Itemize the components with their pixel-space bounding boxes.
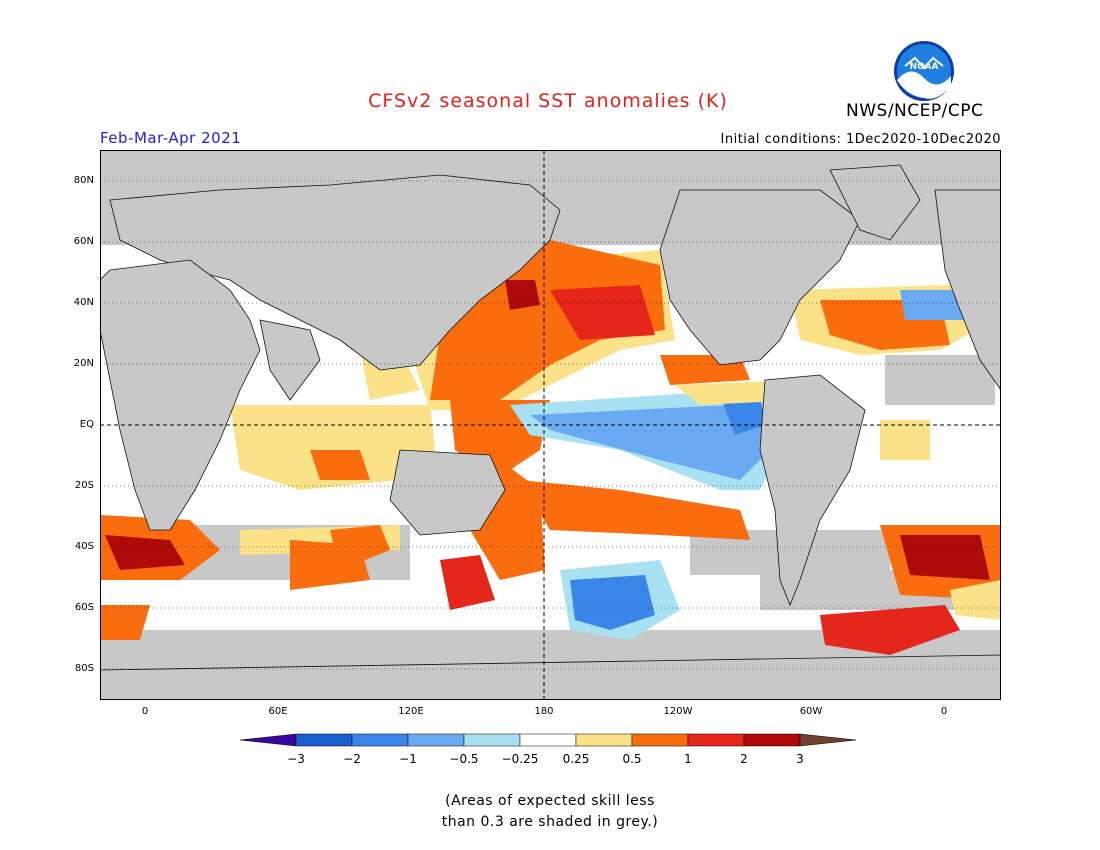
lat-label-60n: 60N [73, 236, 94, 247]
sst-anomaly-map [100, 150, 1001, 700]
colorbar [239, 733, 857, 747]
organization-label: NWS/NCEP/CPC [846, 101, 984, 121]
colorbar-box [463, 733, 521, 747]
lon-label-60e: 60E [268, 706, 288, 717]
southern-ocean-warm [100, 515, 1001, 655]
southern-ocean-cool [560, 560, 680, 640]
colorbar-max-arrow [799, 733, 857, 747]
logo-text: NOAA [910, 62, 939, 72]
atlantic-anomalies [790, 285, 975, 460]
colorbar-box [743, 733, 801, 747]
colorbar-box [631, 733, 689, 747]
colorbar-box [575, 733, 633, 747]
lat-label-40n: 40N [73, 297, 94, 308]
noaa-logo: NOAA [894, 41, 954, 101]
footnote: (Areas of expected skill less than 0.3 a… [0, 791, 1100, 833]
colorbar-box [687, 733, 745, 747]
lon-label-120e: 120E [398, 706, 424, 717]
lon-label-180: 180 [534, 706, 554, 717]
lat-label-20s: 20S [74, 480, 94, 491]
colorbar-tick-label: 3 [796, 752, 804, 766]
lat-label-40s: 40S [74, 541, 94, 552]
lat-label-60s: 60S [74, 602, 94, 613]
lon-label-0: 0 [141, 706, 149, 717]
equatorial-pacific-cool [510, 390, 790, 490]
colorbar-tick-label: −0.5 [449, 752, 479, 766]
colorbar-min-arrow [239, 733, 297, 747]
colorbar-tick-label: −1 [399, 752, 417, 766]
map-frame [100, 150, 1001, 700]
footnote-line-2: than 0.3 are shaded in grey.) [441, 814, 659, 830]
footnote-line-1: (Areas of expected skill less [445, 793, 655, 809]
lat-label-80n: 80N [73, 175, 94, 186]
colorbar-box [519, 733, 577, 747]
forecast-period: Feb-Mar-Apr 2021 [100, 129, 242, 147]
colorbar-tick-label: 0.25 [562, 752, 590, 766]
colorbar-box [295, 733, 353, 747]
lat-label-80s: 80S [74, 663, 94, 674]
colorbar-tick-label: 2 [740, 752, 748, 766]
map-title: CFSv2 seasonal SST anomalies (K) [368, 90, 728, 112]
lon-label-0-right: 0 [940, 706, 948, 717]
lat-label-20n: 20N [73, 358, 94, 369]
continents [100, 164, 1001, 700]
colorbar-box [351, 733, 409, 747]
colorbar-tick-label: 1 [684, 752, 692, 766]
colorbar-tick-label: −3 [287, 752, 305, 766]
colorbar-tick-label: −2 [343, 752, 361, 766]
lat-label-eq: EQ [79, 419, 94, 430]
colorbar-tick-label: 0.5 [622, 752, 642, 766]
colorbar-tick-label: −0.25 [501, 752, 539, 766]
lon-label-60w: 60W [799, 706, 823, 717]
initial-conditions: Initial conditions: 1Dec2020-10Dec2020 [720, 132, 1001, 147]
lon-label-120w: 120W [663, 706, 693, 717]
colorbar-box [407, 733, 465, 747]
